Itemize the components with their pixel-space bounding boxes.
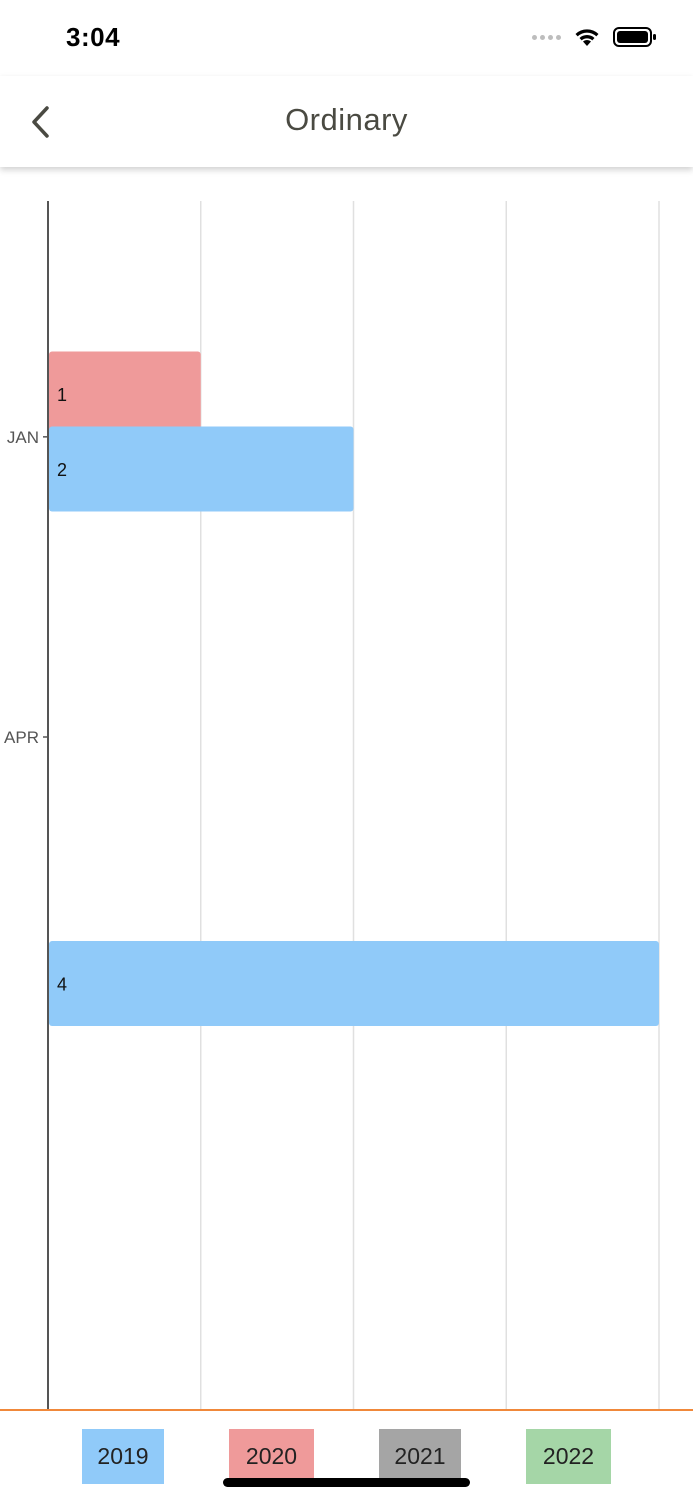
page-title: Ordinary	[285, 102, 408, 137]
y-tick-label: APR	[4, 728, 39, 747]
legend-item-2022[interactable]: 2022	[526, 1429, 611, 1484]
legend-label: 2020	[245, 1443, 298, 1469]
legend-item-2021[interactable]: 2021	[379, 1429, 461, 1484]
bar-2020	[49, 351, 201, 437]
bar-value-label: 2	[57, 460, 67, 480]
legend-item-2020[interactable]: 2020	[229, 1429, 314, 1484]
legend-label: 2021	[394, 1443, 446, 1469]
chart-canvas: JAN APR 1 2 4	[4, 201, 660, 1409]
legend-label: 2019	[97, 1443, 149, 1469]
status-icons	[532, 26, 657, 48]
bar-2019	[49, 426, 354, 512]
wifi-icon	[575, 29, 599, 46]
legend-label: 2022	[542, 1443, 595, 1469]
bar-value-label: 1	[57, 385, 67, 405]
status-bar: 3:04	[0, 0, 693, 76]
home-indicator	[223, 1478, 470, 1487]
battery-icon	[613, 27, 656, 47]
bar-chart: JAN APR 1 2 4	[0, 167, 693, 1409]
navigation-bar: Ordinary	[0, 76, 693, 167]
signal-dots-icon	[532, 34, 561, 40]
bar-value-label: 4	[57, 975, 67, 995]
back-button[interactable]	[18, 98, 62, 146]
chevron-left-icon	[32, 106, 49, 138]
legend-item-2019[interactable]: 2019	[82, 1429, 164, 1484]
status-time: 3:04	[66, 22, 121, 52]
y-tick-label: JAN	[7, 428, 39, 447]
bar-2019	[49, 941, 659, 1027]
